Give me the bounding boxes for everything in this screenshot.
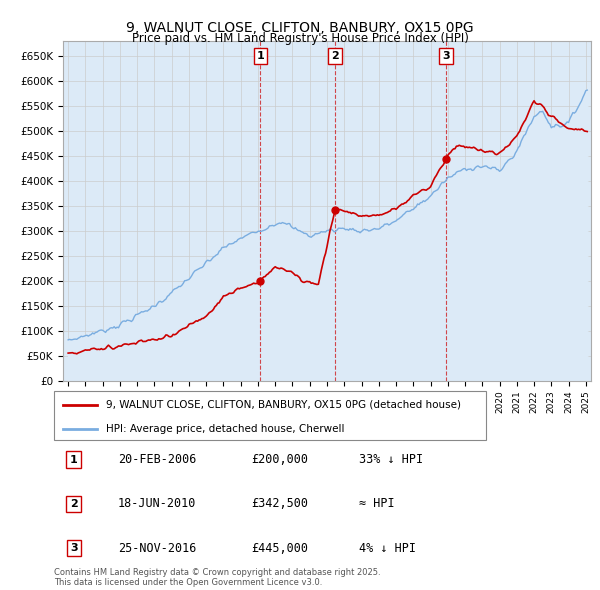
Text: 2: 2 [331,51,339,61]
Text: 1: 1 [70,455,77,464]
Text: 3: 3 [442,51,450,61]
Text: ≈ HPI: ≈ HPI [359,497,395,510]
Text: 33% ↓ HPI: 33% ↓ HPI [359,453,423,466]
Text: £342,500: £342,500 [251,497,308,510]
Text: HPI: Average price, detached house, Cherwell: HPI: Average price, detached house, Cher… [106,424,344,434]
Text: £445,000: £445,000 [251,542,308,555]
Text: 25-NOV-2016: 25-NOV-2016 [118,542,196,555]
Text: 4% ↓ HPI: 4% ↓ HPI [359,542,416,555]
Text: Contains HM Land Registry data © Crown copyright and database right 2025.
This d: Contains HM Land Registry data © Crown c… [54,568,380,587]
Text: 3: 3 [70,543,77,553]
Text: £200,000: £200,000 [251,453,308,466]
Text: 2: 2 [70,499,77,509]
FancyBboxPatch shape [54,391,486,440]
Text: Price paid vs. HM Land Registry's House Price Index (HPI): Price paid vs. HM Land Registry's House … [131,32,469,45]
Text: 9, WALNUT CLOSE, CLIFTON, BANBURY, OX15 0PG: 9, WALNUT CLOSE, CLIFTON, BANBURY, OX15 … [126,21,474,35]
Text: 20-FEB-2006: 20-FEB-2006 [118,453,196,466]
Text: 18-JUN-2010: 18-JUN-2010 [118,497,196,510]
Text: 9, WALNUT CLOSE, CLIFTON, BANBURY, OX15 0PG (detached house): 9, WALNUT CLOSE, CLIFTON, BANBURY, OX15 … [106,399,461,409]
Text: 1: 1 [257,51,264,61]
